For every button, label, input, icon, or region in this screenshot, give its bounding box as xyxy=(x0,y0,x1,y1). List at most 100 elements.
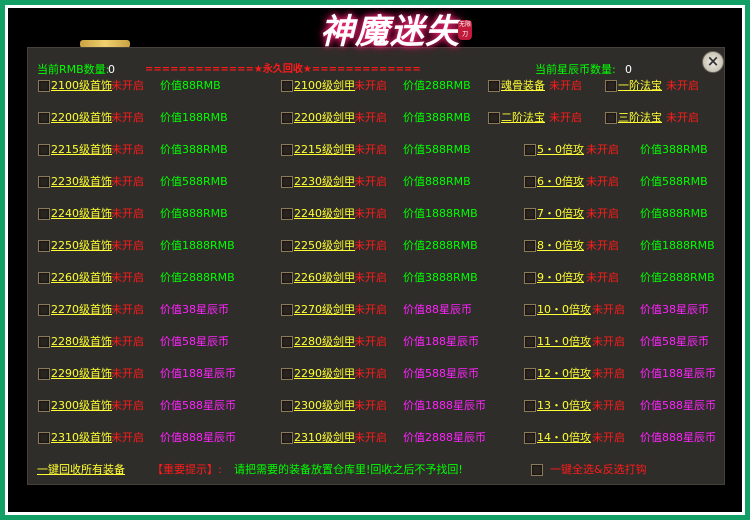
status-not-open: 未开启 xyxy=(111,239,144,252)
checkbox[interactable] xyxy=(38,144,50,156)
checkbox[interactable] xyxy=(38,112,50,124)
item-value: 价值88RMB xyxy=(160,79,221,92)
select-all-label[interactable]: 一键全选&反选打钩 xyxy=(550,463,647,476)
checkbox[interactable] xyxy=(281,80,293,92)
checkbox[interactable] xyxy=(38,176,50,188)
decoration xyxy=(80,40,130,48)
checkbox[interactable] xyxy=(605,80,617,92)
item-link[interactable]: 2300级首饰 xyxy=(51,399,112,412)
checkbox[interactable] xyxy=(38,304,50,316)
checkbox[interactable] xyxy=(281,144,293,156)
item-link[interactable]: 2270级首饰 xyxy=(51,303,112,316)
status-not-open: 未开启 xyxy=(586,143,619,156)
item-link[interactable]: 2240级首饰 xyxy=(51,207,112,220)
checkbox[interactable] xyxy=(281,336,293,348)
checkbox[interactable] xyxy=(38,80,50,92)
item-value: 价值58星辰币 xyxy=(640,335,709,348)
checkbox[interactable] xyxy=(524,304,536,316)
checkbox[interactable] xyxy=(281,272,293,284)
checkbox[interactable] xyxy=(281,176,293,188)
status-not-open: 未开启 xyxy=(586,239,619,252)
item-link[interactable]: 魂骨装备 xyxy=(501,79,545,92)
checkbox[interactable] xyxy=(524,240,536,252)
close-button[interactable]: × xyxy=(702,51,724,73)
item-link[interactable]: 2100级首饰 xyxy=(51,79,112,92)
checkbox[interactable] xyxy=(38,272,50,284)
item-link[interactable]: 14・0倍攻 xyxy=(537,431,591,444)
item-value: 价值2888星辰币 xyxy=(403,431,486,444)
item-link[interactable]: 8・0倍攻 xyxy=(537,239,584,252)
checkbox[interactable] xyxy=(281,304,293,316)
item-link[interactable]: 2260级首饰 xyxy=(51,271,112,284)
checkbox[interactable] xyxy=(524,368,536,380)
checkbox[interactable] xyxy=(281,368,293,380)
checkbox[interactable] xyxy=(38,432,50,444)
item-link[interactable]: 2200级首饰 xyxy=(51,111,112,124)
status-not-open: 未开启 xyxy=(354,207,387,220)
status-not-open: 未开启 xyxy=(111,303,144,316)
status-not-open: 未开启 xyxy=(549,79,582,92)
item-link[interactable]: 2290级首饰 xyxy=(51,367,112,380)
item-link[interactable]: 2310级首饰 xyxy=(51,431,112,444)
checkbox[interactable] xyxy=(524,400,536,412)
checkbox[interactable] xyxy=(281,208,293,220)
item-link[interactable]: 三阶法宝 xyxy=(618,111,662,124)
item-value: 价值888RMB xyxy=(160,207,228,220)
item-link[interactable]: 2290级剑甲 xyxy=(294,367,355,380)
recycle-banner: =============★永久回收★============= xyxy=(145,64,421,75)
item-link[interactable]: 2215级首饰 xyxy=(51,143,112,156)
checkbox[interactable] xyxy=(281,240,293,252)
status-not-open: 未开启 xyxy=(111,367,144,380)
status-not-open: 未开启 xyxy=(354,271,387,284)
item-link[interactable]: 2280级剑甲 xyxy=(294,335,355,348)
checkbox[interactable] xyxy=(524,208,536,220)
item-link[interactable]: 2240级剑甲 xyxy=(294,207,355,220)
checkbox[interactable] xyxy=(524,176,536,188)
status-not-open: 未开启 xyxy=(592,399,625,412)
select-all-checkbox[interactable] xyxy=(531,464,543,476)
item-link[interactable]: 13・0倍攻 xyxy=(537,399,591,412)
item-link[interactable]: 2280级首饰 xyxy=(51,335,112,348)
item-value: 价值1888RMB xyxy=(403,207,478,220)
checkbox[interactable] xyxy=(38,368,50,380)
checkbox[interactable] xyxy=(281,112,293,124)
item-link[interactable]: 2260级剑甲 xyxy=(294,271,355,284)
item-link[interactable]: 10・0倍攻 xyxy=(537,303,591,316)
item-value: 价值388RMB xyxy=(160,143,228,156)
recycle-all-link[interactable]: 一键回收所有装备 xyxy=(37,463,125,476)
item-link[interactable]: 二阶法宝 xyxy=(501,111,545,124)
item-link[interactable]: 2215级剑甲 xyxy=(294,143,355,156)
checkbox[interactable] xyxy=(38,240,50,252)
status-not-open: 未开启 xyxy=(354,111,387,124)
checkbox[interactable] xyxy=(281,400,293,412)
checkbox[interactable] xyxy=(524,432,536,444)
item-link[interactable]: 2230级首饰 xyxy=(51,175,112,188)
item-link[interactable]: 5・0倍攻 xyxy=(537,143,584,156)
item-link[interactable]: 2250级首饰 xyxy=(51,239,112,252)
item-link[interactable]: 7・0倍攻 xyxy=(537,207,584,220)
status-not-open: 未开启 xyxy=(354,239,387,252)
checkbox[interactable] xyxy=(605,112,617,124)
checkbox[interactable] xyxy=(524,336,536,348)
item-link[interactable]: 2300级剑甲 xyxy=(294,399,355,412)
checkbox[interactable] xyxy=(488,112,500,124)
checkbox[interactable] xyxy=(38,208,50,220)
checkbox[interactable] xyxy=(281,432,293,444)
checkbox[interactable] xyxy=(38,336,50,348)
checkbox[interactable] xyxy=(524,144,536,156)
item-link[interactable]: 一阶法宝 xyxy=(618,79,662,92)
item-link[interactable]: 11・0倍攻 xyxy=(537,335,591,348)
checkbox[interactable] xyxy=(524,272,536,284)
item-link[interactable]: 12・0倍攻 xyxy=(537,367,591,380)
status-not-open: 未开启 xyxy=(592,303,625,316)
checkbox[interactable] xyxy=(38,400,50,412)
item-link[interactable]: 9・0倍攻 xyxy=(537,271,584,284)
item-link[interactable]: 2270级剑甲 xyxy=(294,303,355,316)
item-link[interactable]: 6・0倍攻 xyxy=(537,175,584,188)
item-link[interactable]: 2100级剑甲 xyxy=(294,79,355,92)
item-link[interactable]: 2250级剑甲 xyxy=(294,239,355,252)
item-link[interactable]: 2310级剑甲 xyxy=(294,431,355,444)
item-link[interactable]: 2230级剑甲 xyxy=(294,175,355,188)
item-link[interactable]: 2200级剑甲 xyxy=(294,111,355,124)
checkbox[interactable] xyxy=(488,80,500,92)
